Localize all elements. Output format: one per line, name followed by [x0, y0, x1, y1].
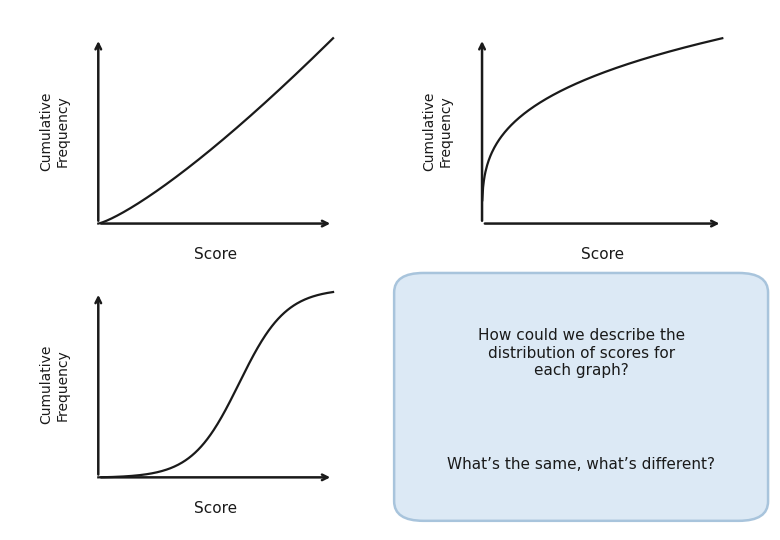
Text: Cumulative
Frequency: Cumulative Frequency	[422, 91, 452, 171]
Text: Cumulative
Frequency: Cumulative Frequency	[40, 91, 69, 171]
FancyBboxPatch shape	[394, 273, 768, 521]
Text: Score: Score	[194, 247, 237, 262]
Text: What’s the same, what’s different?: What’s the same, what’s different?	[447, 457, 715, 472]
Text: Cumulative
Frequency: Cumulative Frequency	[40, 345, 69, 424]
Text: How could we describe the
distribution of scores for
each graph?: How could we describe the distribution o…	[477, 328, 685, 378]
Text: Score: Score	[194, 501, 237, 516]
Text: Score: Score	[580, 247, 624, 262]
